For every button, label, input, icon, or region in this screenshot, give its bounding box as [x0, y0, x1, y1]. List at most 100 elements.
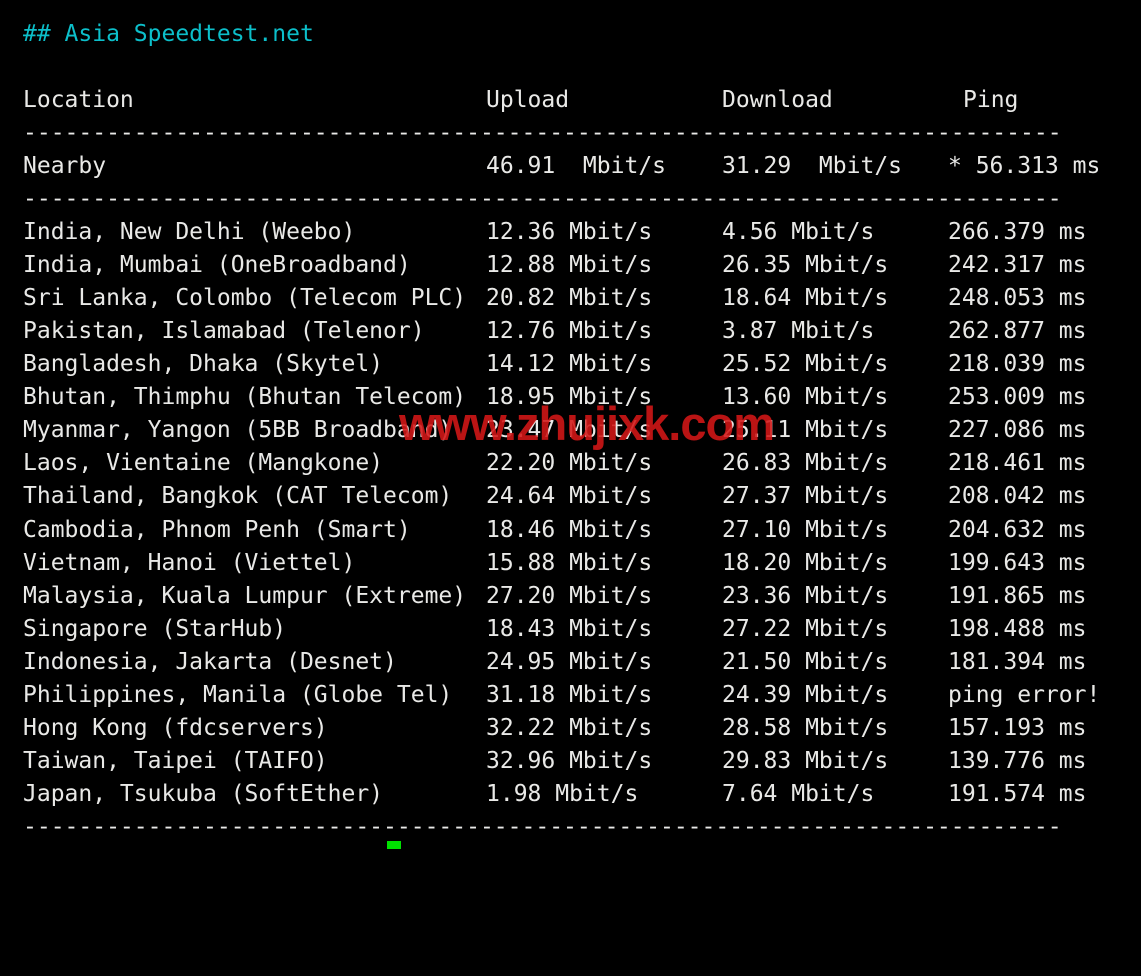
- cell-download: 26.83 Mbit/s: [722, 450, 889, 476]
- cell-upload: 24.64 Mbit/s: [486, 483, 653, 509]
- table-row: Singapore (StarHub) 18.43 Mbit/s 27.22 M…: [0, 613, 1141, 646]
- table-row: Taiwan, Taipei (TAIFO) 32.96 Mbit/s 29.8…: [0, 745, 1141, 778]
- table-row: Myanmar, Yangon (5BB Broadband) 23.47 Mb…: [0, 414, 1141, 447]
- table-row: Bangladesh, Dhaka (Skytel) 14.12 Mbit/s …: [0, 348, 1141, 381]
- cell-download: 13.60 Mbit/s: [722, 384, 889, 410]
- cell-ping: * 56.313 ms: [948, 153, 1101, 179]
- cell-location: Vietnam, Hanoi (Viettel): [23, 550, 356, 576]
- cell-upload: 18.95 Mbit/s: [486, 384, 653, 410]
- cell-ping: 248.053 ms: [948, 285, 1087, 311]
- cell-location: Cambodia, Phnom Penh (Smart): [23, 517, 411, 543]
- table-row: Laos, Vientaine (Mangkone) 22.20 Mbit/s …: [0, 447, 1141, 480]
- cell-download: 27.10 Mbit/s: [722, 517, 889, 543]
- cell-download: 28.58 Mbit/s: [722, 715, 889, 741]
- table-row: Hong Kong (fdcservers) 32.22 Mbit/s 28.5…: [0, 712, 1141, 745]
- cell-location: Taiwan, Taipei (TAIFO): [23, 748, 328, 774]
- cell-upload: 27.20 Mbit/s: [486, 583, 653, 609]
- cell-download: 3.87 Mbit/s: [722, 318, 875, 344]
- cell-location: Location: [23, 87, 134, 113]
- cell-download: 4.56 Mbit/s: [722, 219, 875, 245]
- cell-location: India, New Delhi (Weebo): [23, 219, 356, 245]
- cell-download: 25.11 Mbit/s: [722, 417, 889, 443]
- table-row: Cambodia, Phnom Penh (Smart) 18.46 Mbit/…: [0, 514, 1141, 547]
- cell-location: Laos, Vientaine (Mangkone): [23, 450, 384, 476]
- cell-location: Thailand, Bangkok (CAT Telecom): [23, 483, 453, 509]
- cell-ping: 242.317 ms: [948, 252, 1087, 278]
- cell-upload: 1.98 Mbit/s: [486, 781, 639, 807]
- cell-download: 31.29 Mbit/s: [722, 153, 903, 179]
- cell-upload: 23.47 Mbit/s: [486, 417, 653, 443]
- cell-ping: 191.865 ms: [948, 583, 1087, 609]
- cell-download: 24.39 Mbit/s: [722, 682, 889, 708]
- table-row: Sri Lanka, Colombo (Telecom PLC) 20.82 M…: [0, 282, 1141, 315]
- cell-ping: ping error!: [948, 682, 1101, 708]
- cell-upload: 22.20 Mbit/s: [486, 450, 653, 476]
- cell-location: Philippines, Manila (Globe Tel): [23, 682, 453, 708]
- cell-ping: 181.394 ms: [948, 649, 1087, 675]
- cell-ping: 157.193 ms: [948, 715, 1087, 741]
- cell-ping: 139.776 ms: [948, 748, 1087, 774]
- watermark-text: www.zhujixk.com: [399, 397, 775, 450]
- cell-location: Sri Lanka, Colombo (Telecom PLC): [23, 285, 467, 311]
- cell-upload: 24.95 Mbit/s: [486, 649, 653, 675]
- cell-download: 21.50 Mbit/s: [722, 649, 889, 675]
- cell-location: Bhutan, Thimphu (Bhutan Telecom): [23, 384, 467, 410]
- cell-upload: 15.88 Mbit/s: [486, 550, 653, 576]
- cell-ping: 191.574 ms: [948, 781, 1087, 807]
- table-row: India, Mumbai (OneBroadband) 12.88 Mbit/…: [0, 249, 1141, 282]
- table-separator: ----------------------------------------…: [23, 186, 1062, 212]
- cell-location: Hong Kong (fdcservers): [23, 715, 328, 741]
- table-separator: ----------------------------------------…: [23, 120, 1062, 146]
- cell-upload: 20.82 Mbit/s: [486, 285, 653, 311]
- table-row: Pakistan, Islamabad (Telenor) 12.76 Mbit…: [0, 315, 1141, 348]
- table-row: Philippines, Manila (Globe Tel) 31.18 Mb…: [0, 679, 1141, 712]
- cell-location: Pakistan, Islamabad (Telenor): [23, 318, 425, 344]
- cell-ping: 266.379 ms: [948, 219, 1087, 245]
- terminal-cursor: [387, 841, 401, 849]
- cell-upload: 32.96 Mbit/s: [486, 748, 653, 774]
- cell-download: 25.52 Mbit/s: [722, 351, 889, 377]
- cell-download: 7.64 Mbit/s: [722, 781, 875, 807]
- cell-upload: 12.88 Mbit/s: [486, 252, 653, 278]
- cell-ping: 262.877 ms: [948, 318, 1087, 344]
- cell-location: Indonesia, Jakarta (Desnet): [23, 649, 397, 675]
- table-row: Indonesia, Jakarta (Desnet) 24.95 Mbit/s…: [0, 646, 1141, 679]
- cell-ping: 227.086 ms: [948, 417, 1087, 443]
- cell-upload: 12.36 Mbit/s: [486, 219, 653, 245]
- section-title: ## Asia Speedtest.net: [23, 21, 314, 47]
- cell-upload: Upload: [486, 87, 570, 113]
- cell-upload: 46.91 Mbit/s: [486, 153, 667, 179]
- cell-ping: 253.009 ms: [948, 384, 1087, 410]
- cell-location: Singapore (StarHub): [23, 616, 287, 642]
- cell-download: 18.20 Mbit/s: [722, 550, 889, 576]
- table-row: Japan, Tsukuba (SoftEther) 1.98 Mbit/s 7…: [0, 778, 1141, 811]
- cell-download: 27.37 Mbit/s: [722, 483, 889, 509]
- cell-location: Bangladesh, Dhaka (Skytel): [23, 351, 384, 377]
- cell-download: 26.35 Mbit/s: [722, 252, 889, 278]
- cell-ping: 218.461 ms: [948, 450, 1087, 476]
- cell-upload: 14.12 Mbit/s: [486, 351, 653, 377]
- cell-ping: Ping: [963, 87, 1019, 113]
- table-row: Thailand, Bangkok (CAT Telecom) 24.64 Mb…: [0, 480, 1141, 513]
- cell-ping: 208.042 ms: [948, 483, 1087, 509]
- table-row: Vietnam, Hanoi (Viettel) 15.88 Mbit/s 18…: [0, 547, 1141, 580]
- cell-upload: 32.22 Mbit/s: [486, 715, 653, 741]
- table-row: India, New Delhi (Weebo) 12.36 Mbit/s 4.…: [0, 216, 1141, 249]
- table-row: Malaysia, Kuala Lumpur (Extreme) 27.20 M…: [0, 580, 1141, 613]
- cell-location: Japan, Tsukuba (SoftEther): [23, 781, 384, 807]
- cell-ping: 199.643 ms: [948, 550, 1087, 576]
- cell-download: 29.83 Mbit/s: [722, 748, 889, 774]
- cell-location: India, Mumbai (OneBroadband): [23, 252, 411, 278]
- cell-location: Myanmar, Yangon (5BB Broadband): [23, 417, 453, 443]
- table-separator: ----------------------------------------…: [23, 814, 1062, 840]
- cell-upload: 31.18 Mbit/s: [486, 682, 653, 708]
- cell-download: 23.36 Mbit/s: [722, 583, 889, 609]
- cell-download: Download: [722, 87, 833, 113]
- cell-upload: 18.46 Mbit/s: [486, 517, 653, 543]
- cell-upload: 12.76 Mbit/s: [486, 318, 653, 344]
- table-header-row: Location Upload Download Ping: [0, 84, 1141, 117]
- cell-ping: 198.488 ms: [948, 616, 1087, 642]
- table-row: Nearby 46.91 Mbit/s 31.29 Mbit/s * 56.31…: [0, 150, 1141, 183]
- cell-download: 18.64 Mbit/s: [722, 285, 889, 311]
- cell-download: 27.22 Mbit/s: [722, 616, 889, 642]
